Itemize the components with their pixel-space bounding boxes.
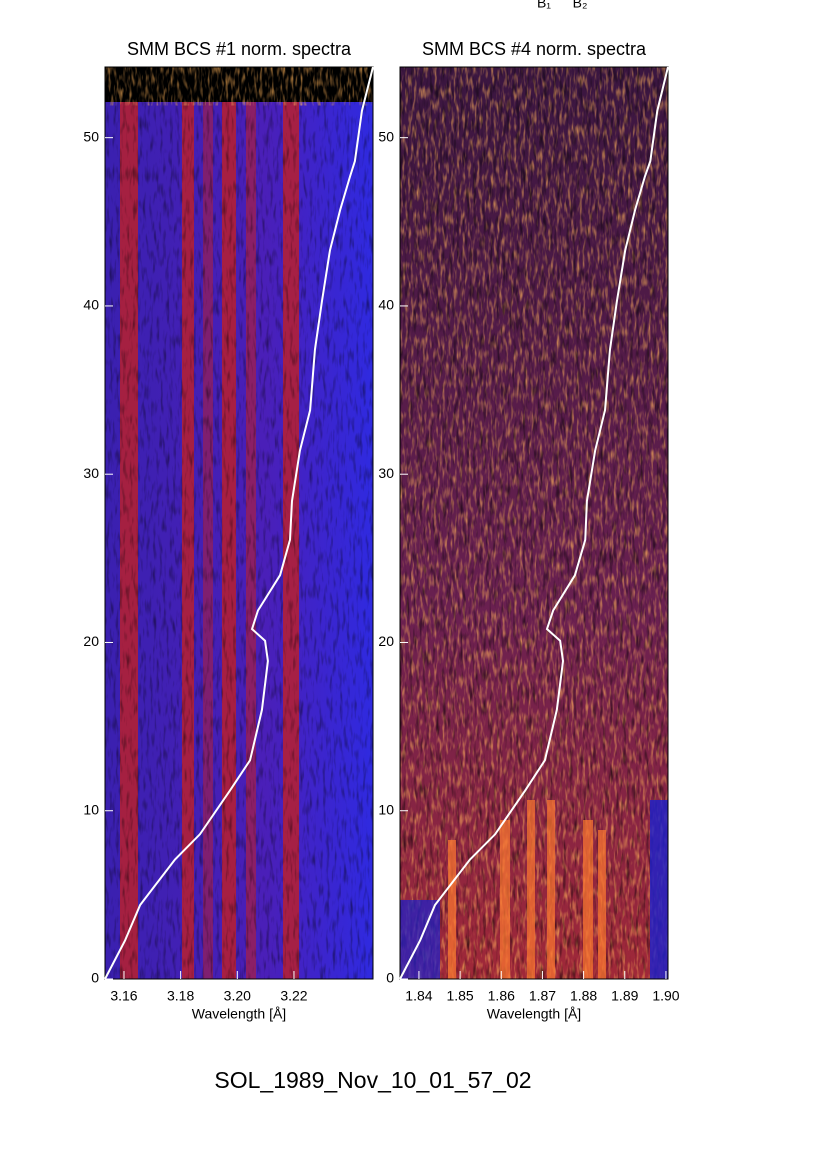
y-tick-label: 40 [83, 297, 99, 313]
y-tick-label: 50 [378, 128, 394, 144]
x-tick-label: 1.85 [446, 988, 473, 1004]
x-tick-label: 1.86 [488, 988, 515, 1004]
y-tick-label: 20 [378, 633, 394, 649]
x-tick-label: 1.89 [611, 988, 638, 1004]
x-tick-label: 3.18 [167, 988, 194, 1004]
plot-frame [399, 66, 669, 980]
y-tick-label: 30 [83, 465, 99, 481]
x-tick-label: 3.16 [110, 988, 137, 1004]
curve [104, 66, 374, 980]
annotation: B₂ [573, 0, 588, 11]
y-tick-label: 20 [83, 633, 99, 649]
y-tick-label: 40 [378, 297, 394, 313]
chart-title: SMM BCS #4 norm. spectra [422, 39, 647, 59]
footer: SOL_1989_Nov_10_01_57_02 [214, 1067, 531, 1093]
x-tick-label: 1.84 [405, 988, 432, 1004]
spectrogram-image [400, 67, 668, 979]
annotation: B₁ [537, 0, 551, 11]
y-tick-label: 10 [83, 801, 99, 817]
y-tick-label: 0 [386, 970, 394, 986]
x-tick-label: 3.20 [224, 988, 251, 1004]
x-tick-label: 3.22 [280, 988, 307, 1004]
y-tick-label: 30 [378, 465, 394, 481]
y-tick-label: 50 [83, 128, 99, 144]
curve [399, 66, 669, 980]
y-tick-label: 0 [91, 970, 99, 986]
x-axis-label: Wavelength [Å] [487, 1006, 581, 1022]
chart-title: SMM BCS #1 norm. spectra [127, 39, 352, 59]
y-tick-label: 10 [378, 801, 394, 817]
x-tick-label: 1.90 [652, 988, 679, 1004]
x-tick-label: 1.87 [529, 988, 556, 1004]
spectrogram-image [105, 67, 373, 979]
plot-frame [104, 66, 374, 980]
x-tick-label: 1.88 [570, 988, 597, 1004]
x-axis-label: Wavelength [Å] [192, 1006, 286, 1022]
